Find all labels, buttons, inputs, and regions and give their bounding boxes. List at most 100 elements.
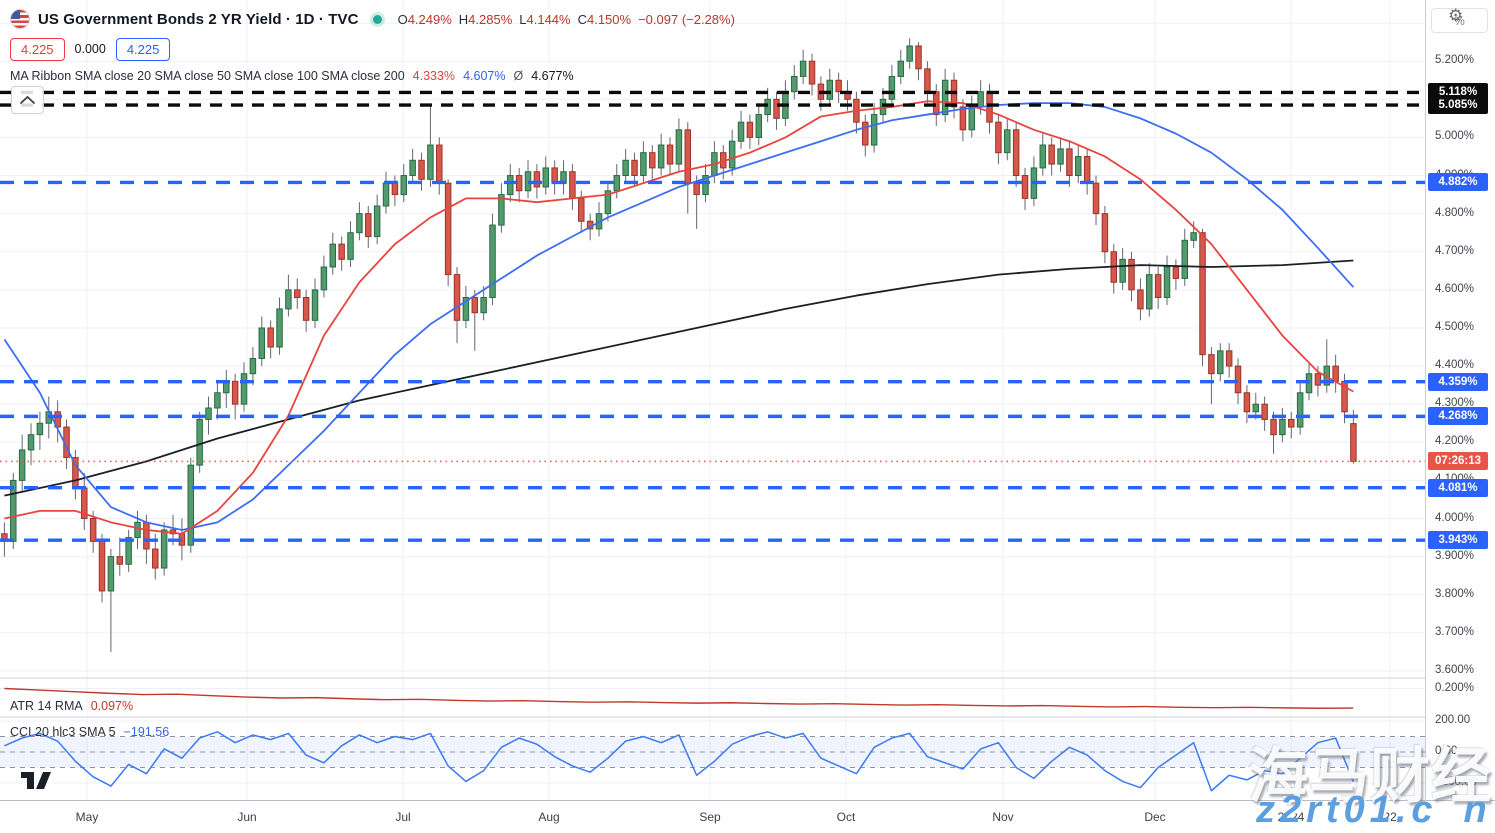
bar-countdown: 07:26:13 [1428, 452, 1488, 471]
candle [125, 537, 132, 565]
price-axis[interactable]: % 5.200%5.000%4.900%4.800%4.700%4.600%4.… [1425, 0, 1495, 800]
time-tick[interactable]: Oct [836, 810, 856, 824]
candle [436, 144, 443, 184]
black-level-label[interactable]: 5.085% [1428, 96, 1488, 115]
candle [1021, 175, 1029, 199]
candle [27, 434, 35, 451]
candle [728, 140, 736, 169]
candle [444, 182, 452, 276]
candle [737, 121, 745, 142]
sma200-value: 4.677% [531, 69, 574, 83]
main-chart[interactable] [0, 0, 1425, 800]
time-tick[interactable]: Jun [237, 810, 257, 824]
cci-value: −191.56 [123, 725, 170, 739]
candle [649, 152, 656, 169]
candle [1181, 239, 1189, 279]
blue-level-label[interactable]: 4.268% [1428, 407, 1488, 426]
candle [959, 106, 967, 131]
candle [799, 60, 807, 77]
time-tick[interactable]: May [75, 810, 99, 824]
price-tick: 5.000% [1435, 130, 1475, 143]
time-tick[interactable]: Jul [395, 810, 411, 824]
gear-icon[interactable]: ⚙ [1448, 6, 1464, 25]
market-status-icon[interactable] [372, 14, 382, 24]
symbol-title: US Government Bonds 2 YR Yield · 1D · TV… [38, 10, 359, 28]
candle [1057, 148, 1064, 165]
blue-level-label[interactable]: 4.081% [1428, 478, 1488, 497]
candle [888, 75, 896, 100]
close-value: 4.150% [586, 11, 632, 27]
candle [640, 152, 647, 177]
time-tick[interactable]: 2024 [1277, 810, 1305, 824]
percent-scale-button[interactable]: % [1431, 8, 1488, 33]
candle [329, 243, 337, 268]
candle [453, 274, 461, 321]
candle [462, 296, 470, 321]
time-tick[interactable]: Nov [992, 810, 1014, 824]
blue-level-label[interactable]: 4.882% [1428, 173, 1488, 192]
candle [622, 159, 629, 177]
candle [409, 159, 416, 177]
candle [1314, 373, 1322, 386]
candle [89, 518, 97, 542]
price-tick: 4.700% [1435, 244, 1475, 257]
candle [808, 60, 816, 85]
buy-button[interactable]: 4.225 [115, 37, 171, 61]
tradingview-logo[interactable] [20, 771, 52, 791]
cci-tick: 0.00 [1435, 745, 1458, 757]
sell-button[interactable]: 4.225 [10, 37, 65, 61]
ma-ribbon-legend[interactable]: MA Ribbon SMA close 20 SMA close 50 SMA … [10, 68, 574, 84]
candle [285, 289, 292, 310]
candle [542, 167, 550, 188]
atr-legend[interactable]: ATR 14 RMA 0.097% [10, 699, 133, 713]
candle [267, 327, 274, 348]
time-tick[interactable]: Dec [1144, 810, 1166, 824]
candle [995, 121, 1002, 154]
price-tick: 4.000% [1435, 511, 1475, 524]
candle [1270, 418, 1277, 436]
atr-value: 0.097% [90, 699, 134, 713]
candle [533, 171, 541, 188]
candle [1225, 350, 1233, 367]
time-axis[interactable]: May Jun Jul Aug Sep Oct Nov Dec 2024 22 [0, 800, 1495, 833]
candle [205, 407, 212, 420]
candle [347, 232, 354, 260]
candle [143, 521, 150, 550]
sma-slow-line [4, 259, 1354, 497]
time-tick[interactable]: 22 [1383, 810, 1397, 824]
candle [18, 449, 26, 481]
candle [382, 182, 390, 207]
candle [675, 129, 683, 165]
blue-level-label[interactable]: 4.359% [1428, 372, 1488, 391]
candle [1083, 155, 1091, 184]
time-tick[interactable]: Sep [699, 810, 721, 824]
collapse-pane-button[interactable] [11, 86, 44, 114]
trade-widget: 4.225 0.000 4.225 [10, 37, 171, 61]
candle [578, 197, 585, 222]
atr-tick: 0.200% [1435, 681, 1475, 694]
change-value: −0.097 (−2.28%) [638, 11, 735, 27]
candle [631, 159, 638, 177]
candle [276, 308, 283, 348]
candle [702, 175, 709, 196]
candle [152, 548, 159, 569]
symbol-header[interactable]: US Government Bonds 2 YR Yield · 1D · TV… [10, 8, 735, 30]
cci-legend[interactable]: CCI 20 hlc3 SMA 5 −191.56 [10, 725, 169, 739]
time-tick[interactable]: Aug [538, 810, 560, 824]
candle [870, 114, 878, 146]
candle [107, 556, 115, 592]
candle [240, 373, 248, 405]
candle [897, 60, 905, 77]
price-tick: 4.800% [1435, 206, 1475, 219]
cci-tick: −200.00 [1435, 776, 1477, 788]
candle [311, 289, 319, 321]
high-value: 4.285% [468, 11, 513, 27]
candle [187, 464, 195, 546]
price-tick: 4.400% [1435, 359, 1475, 372]
candle [1288, 418, 1295, 428]
low-label: L [519, 11, 527, 27]
candle [1208, 354, 1215, 375]
candle [684, 129, 692, 184]
blue-level-label[interactable]: 3.943% [1428, 531, 1488, 550]
candle [1137, 289, 1144, 310]
